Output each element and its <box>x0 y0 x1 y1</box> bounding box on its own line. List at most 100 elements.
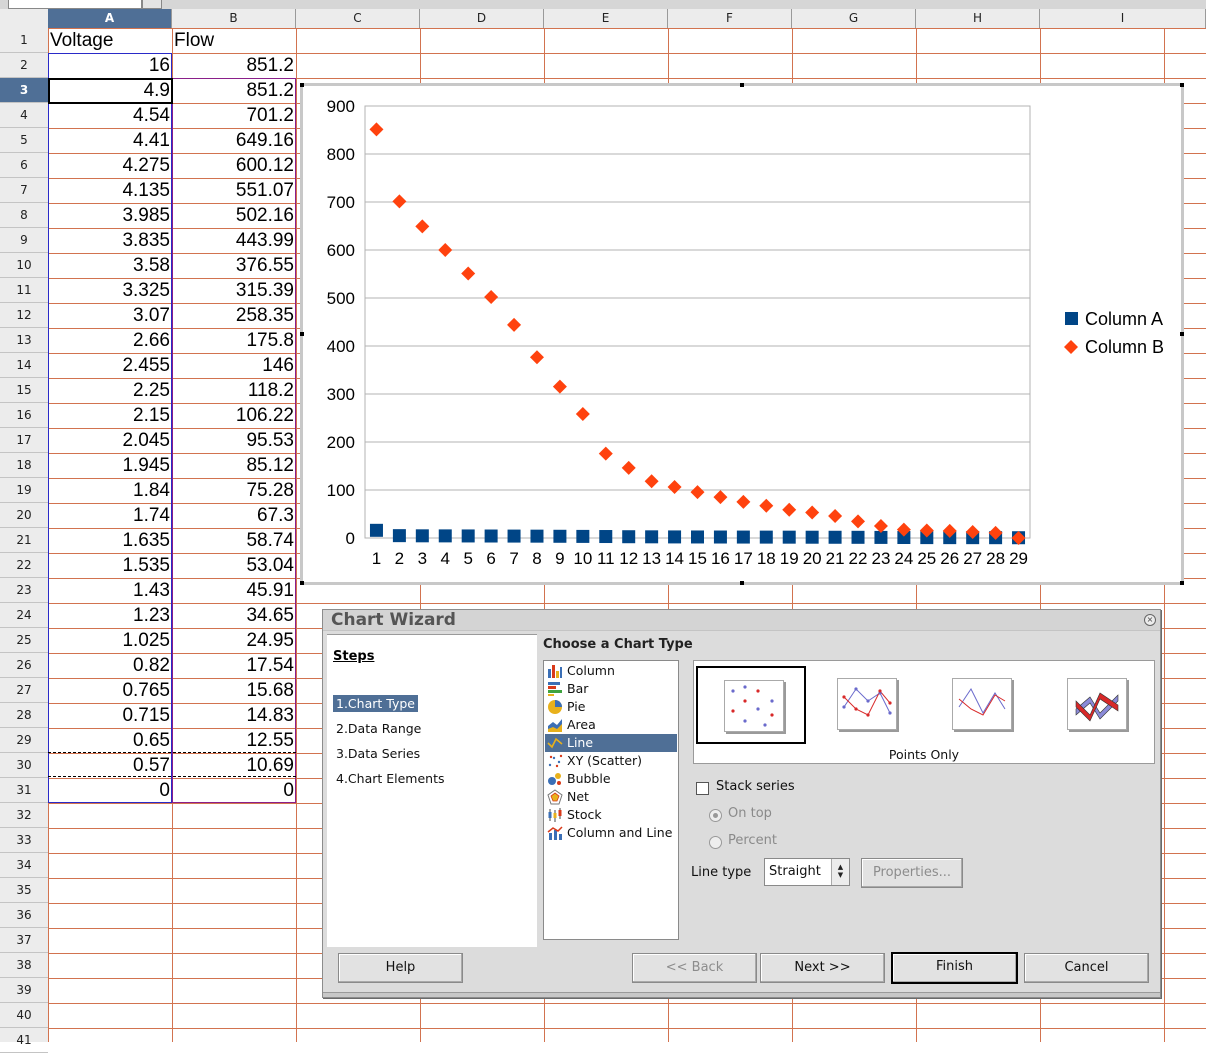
cell-b22[interactable]: 53.04 <box>246 555 294 576</box>
row-header-10[interactable]: 10 <box>0 253 48 278</box>
chart-selection-handle[interactable] <box>1180 83 1184 87</box>
cancel-button[interactable]: Cancel <box>1024 953 1149 983</box>
chart-type-stock[interactable]: Stock <box>545 806 677 824</box>
cell-b7[interactable]: 551.07 <box>235 180 294 201</box>
cell-b21[interactable]: 58.74 <box>246 530 294 551</box>
row-header-13[interactable]: 13 <box>0 328 48 353</box>
finish-button[interactable]: Finish <box>891 952 1018 984</box>
row-header-17[interactable]: 17 <box>0 428 48 453</box>
row-header-41[interactable]: 41 <box>0 1028 48 1053</box>
cell-b17[interactable]: 95.53 <box>246 430 294 451</box>
cell-b8[interactable]: 502.16 <box>235 205 294 226</box>
cell-a28[interactable]: 0.715 <box>122 705 170 726</box>
cell-b29[interactable]: 12.55 <box>246 730 294 751</box>
chart-type-column[interactable]: Column <box>545 662 677 680</box>
column-header-d[interactable]: D <box>420 9 544 28</box>
row-header-31[interactable]: 31 <box>0 778 48 803</box>
chart-type-net[interactable]: Net <box>545 788 677 806</box>
cell-a7[interactable]: 4.135 <box>122 180 170 201</box>
row-header-14[interactable]: 14 <box>0 353 48 378</box>
variant-points-and-lines[interactable] <box>811 666 921 744</box>
cell-a25[interactable]: 1.025 <box>122 630 170 651</box>
row-header-40[interactable]: 40 <box>0 1003 48 1028</box>
row-header-9[interactable]: 9 <box>0 228 48 253</box>
cell-a15[interactable]: 2.25 <box>133 380 170 401</box>
cell-b1[interactable]: Flow <box>174 30 215 51</box>
cell-b13[interactable]: 175.8 <box>246 330 294 351</box>
chart-selection-handle[interactable] <box>300 83 304 87</box>
cell-b27[interactable]: 15.68 <box>246 680 294 701</box>
chart-selection-handle[interactable] <box>300 332 304 336</box>
cell-b28[interactable]: 14.83 <box>246 705 294 726</box>
close-icon[interactable]: × <box>1144 614 1156 626</box>
row-header-39[interactable]: 39 <box>0 978 48 1003</box>
name-box-dropdown-button[interactable] <box>142 0 162 9</box>
row-header-22[interactable]: 22 <box>0 553 48 578</box>
step-item[interactable]: 2.Data Range <box>336 721 422 736</box>
variant-points-only[interactable] <box>696 666 806 744</box>
column-header-a[interactable]: A <box>48 9 172 28</box>
percent-radio[interactable] <box>709 836 722 849</box>
cell-a13[interactable]: 2.66 <box>133 330 170 351</box>
on-top-radio[interactable] <box>709 809 722 822</box>
row-header-12[interactable]: 12 <box>0 303 48 328</box>
cell-a20[interactable]: 1.74 <box>133 505 170 526</box>
back-button[interactable]: << Back <box>632 953 757 983</box>
chart-type-bar[interactable]: Bar <box>545 680 677 698</box>
cell-b10[interactable]: 376.55 <box>235 255 294 276</box>
row-header-28[interactable]: 28 <box>0 703 48 728</box>
row-header-15[interactable]: 15 <box>0 378 48 403</box>
column-header-c[interactable]: C <box>296 9 420 28</box>
row-header-1[interactable]: 1 <box>0 28 48 53</box>
variant-3d-lines[interactable] <box>1041 666 1151 744</box>
column-header-f[interactable]: F <box>668 9 792 28</box>
step-item[interactable]: 3.Data Series <box>336 746 421 761</box>
row-header-3[interactable]: 3 <box>0 78 48 103</box>
cell-b2[interactable]: 851.2 <box>246 55 294 76</box>
cell-a29[interactable]: 0.65 <box>133 730 170 751</box>
row-header-8[interactable]: 8 <box>0 203 48 228</box>
row-header-11[interactable]: 11 <box>0 278 48 303</box>
chart-type-bubble[interactable]: Bubble <box>545 770 677 788</box>
row-header-37[interactable]: 37 <box>0 928 48 953</box>
row-header-18[interactable]: 18 <box>0 453 48 478</box>
row-header-21[interactable]: 21 <box>0 528 48 553</box>
cell-b6[interactable]: 600.12 <box>235 155 294 176</box>
cell-b4[interactable]: 701.2 <box>246 105 294 126</box>
chart-selection-handle[interactable] <box>740 83 744 87</box>
cell-b18[interactable]: 85.12 <box>246 455 294 476</box>
cell-a24[interactable]: 1.23 <box>133 605 170 626</box>
help-button[interactable]: Help <box>338 953 463 983</box>
cell-a27[interactable]: 0.765 <box>122 680 170 701</box>
row-header-35[interactable]: 35 <box>0 878 48 903</box>
cell-a21[interactable]: 1.635 <box>122 530 170 551</box>
line-type-select[interactable]: Straight ▲ ▼ <box>764 858 850 886</box>
chart-type-xy-scatter[interactable]: XY (Scatter) <box>545 752 677 770</box>
cell-a5[interactable]: 4.41 <box>133 130 170 151</box>
cell-a6[interactable]: 4.275 <box>122 155 170 176</box>
step-item[interactable]: 1.Chart Type <box>333 695 418 712</box>
cell-a12[interactable]: 3.07 <box>133 305 170 326</box>
chart-selection-handle[interactable] <box>1180 332 1184 336</box>
cell-b5[interactable]: 649.16 <box>235 130 294 151</box>
cell-a3[interactable]: 4.9 <box>143 80 170 101</box>
row-header-23[interactable]: 23 <box>0 578 48 603</box>
cell-b30[interactable]: 10.69 <box>246 755 294 776</box>
cell-b15[interactable]: 118.2 <box>247 380 294 401</box>
cell-a18[interactable]: 1.945 <box>122 455 170 476</box>
chart-selection-handle[interactable] <box>1180 581 1184 585</box>
cell-a1[interactable]: Voltage <box>50 30 114 51</box>
row-header-27[interactable]: 27 <box>0 678 48 703</box>
cell-b24[interactable]: 34.65 <box>246 605 294 626</box>
cell-b11[interactable]: 315.39 <box>235 280 294 301</box>
column-header-h[interactable]: H <box>916 9 1040 28</box>
cell-a2[interactable]: 16 <box>148 55 170 76</box>
cell-b20[interactable]: 67.3 <box>257 505 294 526</box>
row-header-29[interactable]: 29 <box>0 728 48 753</box>
row-header-19[interactable]: 19 <box>0 478 48 503</box>
row-header-5[interactable]: 5 <box>0 128 48 153</box>
cell-a17[interactable]: 2.045 <box>122 430 170 451</box>
cell-a26[interactable]: 0.82 <box>133 655 170 676</box>
row-header-32[interactable]: 32 <box>0 803 48 828</box>
row-header-7[interactable]: 7 <box>0 178 48 203</box>
